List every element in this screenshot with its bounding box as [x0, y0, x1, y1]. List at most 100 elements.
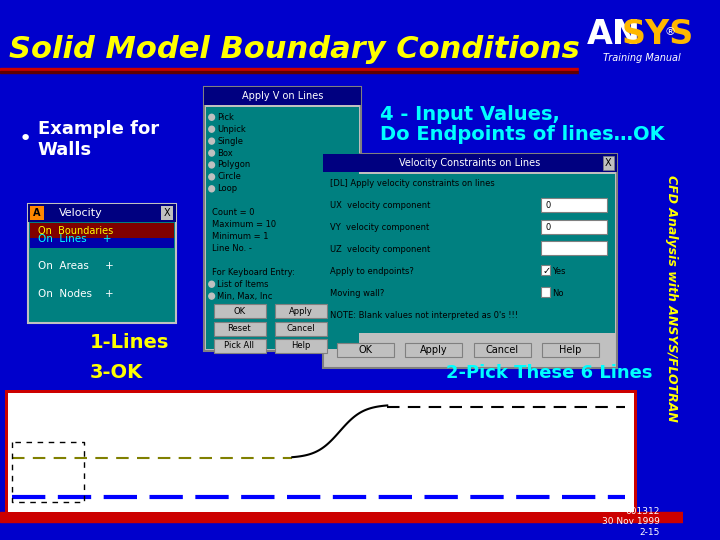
- Text: VY  velocity component: VY velocity component: [330, 223, 430, 232]
- Text: AN: AN: [587, 18, 641, 51]
- Circle shape: [209, 162, 215, 168]
- Bar: [214, 339, 266, 353]
- Text: 4 - Input Values,: 4 - Input Values,: [379, 105, 559, 124]
- Circle shape: [209, 114, 215, 120]
- Text: SYS: SYS: [621, 18, 694, 51]
- Text: On  Areas     +: On Areas +: [38, 261, 114, 271]
- Text: UX  velocity component: UX velocity component: [330, 201, 431, 210]
- Bar: [541, 241, 608, 255]
- Text: Apply to endpoints?: Apply to endpoints?: [330, 267, 414, 276]
- Circle shape: [209, 138, 215, 144]
- Text: Unpick: Unpick: [217, 125, 246, 134]
- Text: Minimum = 1: Minimum = 1: [212, 232, 268, 241]
- Circle shape: [209, 293, 215, 299]
- Text: Yes: Yes: [552, 267, 566, 276]
- Bar: [275, 322, 328, 336]
- Bar: [0, 518, 683, 522]
- Text: CFD Analysis with ANSYS/FLOTRAN: CFD Analysis with ANSYS/FLOTRAN: [665, 175, 678, 422]
- Text: NOTE: Blank values not interpreted as 0's !!!: NOTE: Blank values not interpreted as 0'…: [330, 310, 518, 320]
- Bar: [5, 389, 637, 515]
- Circle shape: [209, 126, 215, 132]
- Text: Cancel: Cancel: [287, 325, 315, 333]
- Bar: [8, 393, 634, 512]
- Text: Help: Help: [291, 341, 310, 350]
- Text: Apply V on Lines: Apply V on Lines: [242, 91, 323, 102]
- Bar: [323, 154, 617, 368]
- Bar: [337, 343, 394, 357]
- Text: [DL] Apply velocity constraints on lines: [DL] Apply velocity constraints on lines: [330, 179, 495, 188]
- Bar: [30, 206, 44, 220]
- Text: ✓: ✓: [543, 266, 551, 276]
- Text: Reset: Reset: [228, 325, 251, 333]
- Text: 001312
30 Nov 1999
2-15: 001312 30 Nov 1999 2-15: [602, 507, 660, 537]
- Text: On  Nodes    +: On Nodes +: [38, 289, 114, 299]
- Text: Pick: Pick: [217, 113, 234, 122]
- Bar: [29, 204, 176, 221]
- Text: Velocity: Velocity: [59, 208, 102, 218]
- Text: Moving wall?: Moving wall?: [330, 289, 384, 298]
- Text: Maximum = 10: Maximum = 10: [212, 220, 276, 229]
- Text: On  Lines     +: On Lines +: [38, 233, 112, 244]
- Text: Cancel: Cancel: [485, 345, 518, 355]
- Bar: [0, 68, 608, 71]
- Text: Do Endpoints of lines…OK: Do Endpoints of lines…OK: [379, 125, 665, 144]
- Bar: [206, 107, 359, 349]
- Text: X: X: [605, 158, 612, 168]
- Text: OK: OK: [233, 307, 246, 315]
- Circle shape: [209, 281, 215, 287]
- Text: OK: OK: [359, 345, 372, 355]
- Bar: [214, 322, 266, 336]
- Text: Training Manual: Training Manual: [603, 52, 680, 63]
- Bar: [29, 204, 176, 323]
- Bar: [214, 304, 266, 318]
- Text: ®: ®: [665, 27, 675, 37]
- Text: For Keyboard Entry:: For Keyboard Entry:: [212, 268, 294, 277]
- Text: Example for
Walls: Example for Walls: [38, 120, 159, 159]
- Text: Polygon: Polygon: [217, 160, 251, 170]
- Bar: [323, 154, 617, 172]
- Circle shape: [209, 150, 215, 156]
- Text: 0: 0: [546, 201, 551, 210]
- Text: 2-Pick These 6 Lines: 2-Pick These 6 Lines: [446, 363, 652, 382]
- Text: UZ  velocity component: UZ velocity component: [330, 245, 431, 254]
- Text: Apply: Apply: [289, 307, 312, 315]
- Text: 0: 0: [546, 223, 551, 232]
- Text: X: X: [163, 208, 171, 218]
- Text: •: •: [19, 129, 32, 149]
- Text: Circle: Circle: [217, 172, 241, 181]
- Bar: [30, 228, 174, 248]
- Bar: [0, 512, 683, 518]
- Bar: [30, 222, 174, 238]
- Bar: [603, 156, 614, 170]
- Text: Box: Box: [217, 148, 233, 158]
- Bar: [542, 343, 599, 357]
- Bar: [474, 343, 531, 357]
- Circle shape: [209, 186, 215, 192]
- Text: List of Items: List of Items: [217, 280, 269, 289]
- Text: A: A: [33, 208, 41, 218]
- Text: Count = 0: Count = 0: [212, 208, 254, 217]
- Text: Line No. -: Line No. -: [212, 244, 251, 253]
- Bar: [541, 287, 551, 297]
- Text: Min, Max, Inc: Min, Max, Inc: [217, 292, 273, 301]
- Text: On  Boundaries: On Boundaries: [38, 226, 113, 235]
- Circle shape: [209, 174, 215, 180]
- Text: Single: Single: [217, 137, 243, 146]
- Text: Solid Model Boundary Conditions: Solid Model Boundary Conditions: [9, 35, 580, 64]
- Bar: [541, 220, 608, 233]
- Bar: [541, 265, 551, 275]
- Bar: [0, 71, 608, 72]
- Bar: [161, 206, 173, 220]
- Text: Loop: Loop: [217, 184, 238, 193]
- Bar: [204, 87, 361, 105]
- Text: Pick All: Pick All: [224, 341, 254, 350]
- Bar: [541, 198, 608, 212]
- Text: 1-Lines: 1-Lines: [90, 333, 169, 353]
- Text: No: No: [552, 289, 564, 298]
- Bar: [579, 0, 683, 75]
- Bar: [325, 174, 615, 333]
- Bar: [275, 304, 328, 318]
- Text: Velocity Constraints on Lines: Velocity Constraints on Lines: [399, 158, 541, 168]
- Bar: [405, 343, 462, 357]
- Text: Help: Help: [559, 345, 582, 355]
